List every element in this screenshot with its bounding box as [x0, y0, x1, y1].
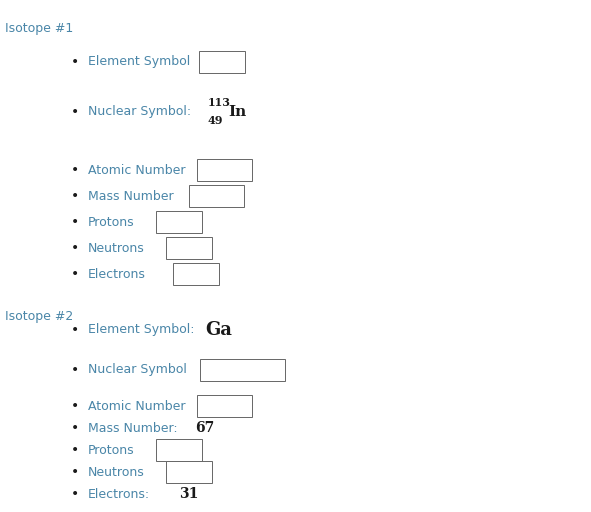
FancyBboxPatch shape [173, 263, 219, 285]
FancyBboxPatch shape [189, 185, 244, 207]
Text: Nuclear Symbol:: Nuclear Symbol: [88, 105, 191, 118]
Text: Ga: Ga [205, 321, 232, 339]
Text: Atomic Number: Atomic Number [88, 399, 186, 413]
Text: 49: 49 [208, 115, 223, 125]
Text: •: • [71, 363, 79, 377]
Text: •: • [71, 443, 79, 457]
FancyBboxPatch shape [166, 237, 212, 259]
Text: Neutrons: Neutrons [88, 465, 145, 479]
Text: •: • [71, 267, 79, 281]
Text: •: • [71, 323, 79, 337]
Text: •: • [71, 55, 79, 69]
Text: •: • [71, 105, 79, 119]
Text: Mass Number: Mass Number [88, 189, 174, 203]
Text: Isotope #2: Isotope #2 [5, 310, 73, 323]
FancyBboxPatch shape [166, 461, 212, 483]
Text: Mass Number:: Mass Number: [88, 421, 178, 435]
Text: Element Symbol: Element Symbol [88, 55, 190, 69]
Text: Element Symbol:: Element Symbol: [88, 324, 194, 336]
Text: •: • [71, 465, 79, 479]
Text: •: • [71, 399, 79, 413]
FancyBboxPatch shape [200, 359, 285, 381]
Text: Nuclear Symbol: Nuclear Symbol [88, 364, 187, 376]
Text: •: • [71, 241, 79, 255]
Text: •: • [71, 215, 79, 229]
Text: Protons: Protons [88, 216, 135, 228]
FancyBboxPatch shape [197, 159, 252, 181]
Text: Neutrons: Neutrons [88, 242, 145, 254]
Text: 31: 31 [179, 487, 199, 501]
FancyBboxPatch shape [199, 51, 245, 73]
FancyBboxPatch shape [197, 395, 252, 417]
Text: •: • [71, 189, 79, 203]
Text: •: • [71, 163, 79, 177]
Text: Isotope #1: Isotope #1 [5, 22, 73, 35]
Text: In: In [228, 105, 246, 119]
Text: Protons: Protons [88, 443, 135, 457]
Text: •: • [71, 487, 79, 501]
Text: Atomic Number: Atomic Number [88, 163, 186, 177]
Text: 113: 113 [208, 96, 231, 108]
FancyBboxPatch shape [156, 211, 202, 233]
FancyBboxPatch shape [156, 439, 202, 461]
Text: Electrons: Electrons [88, 267, 146, 281]
Text: 67: 67 [195, 421, 215, 435]
Text: Electrons:: Electrons: [88, 487, 150, 501]
Text: •: • [71, 421, 79, 435]
